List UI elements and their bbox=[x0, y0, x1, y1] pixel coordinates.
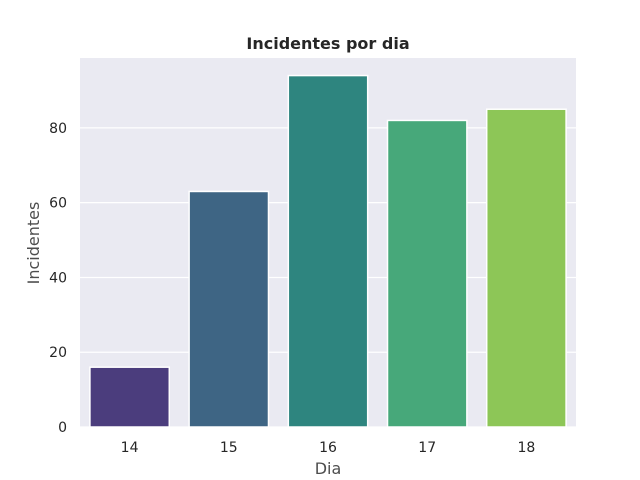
x-tick-labels: 14 15 16 17 18 bbox=[121, 440, 536, 456]
x-tick-label-16: 16 bbox=[319, 440, 337, 456]
y-tick-label-60: 60 bbox=[49, 196, 67, 212]
y-tick-label-80: 80 bbox=[49, 121, 67, 137]
x-tick-label-14: 14 bbox=[121, 440, 139, 456]
chart-title: Incidentes por dia bbox=[246, 34, 409, 53]
bar-17 bbox=[386, 119, 468, 428]
bars bbox=[89, 74, 567, 428]
y-axis-label: Incidentes bbox=[24, 202, 43, 285]
y-tick-label-20: 20 bbox=[49, 345, 67, 361]
bar-16 bbox=[287, 74, 369, 428]
y-tick-label-0: 0 bbox=[58, 420, 67, 436]
bar-18 bbox=[485, 108, 567, 428]
bar-15 bbox=[188, 190, 270, 428]
y-tick-labels: 0 20 40 60 80 bbox=[49, 121, 67, 436]
x-tick-label-15: 15 bbox=[220, 440, 238, 456]
x-axis-label: Dia bbox=[315, 459, 342, 478]
bar-14 bbox=[89, 366, 171, 428]
x-tick-label-18: 18 bbox=[517, 440, 535, 456]
y-tick-label-40: 40 bbox=[49, 270, 67, 286]
x-tick-label-17: 17 bbox=[418, 440, 436, 456]
